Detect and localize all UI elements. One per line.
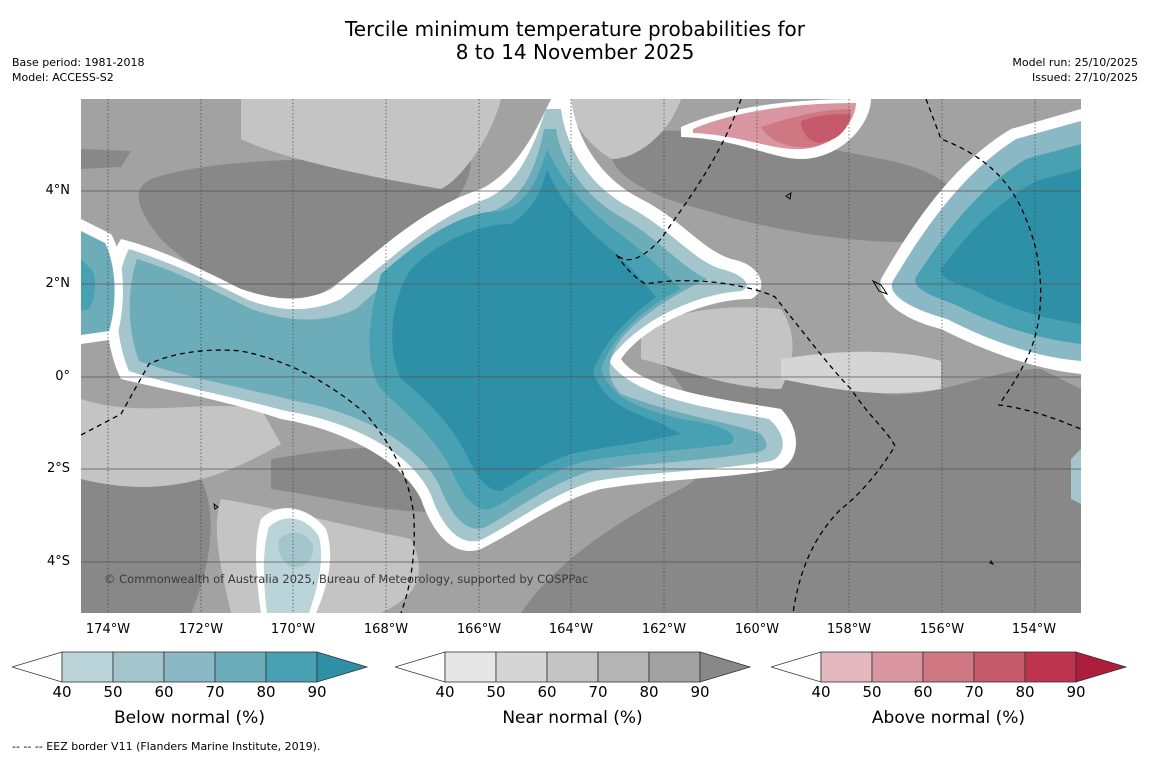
below-tick-90: 90 <box>307 683 327 701</box>
probability-map: © Commonwealth of Australia 2025, Bureau… <box>81 99 1081 613</box>
islands <box>213 192 995 565</box>
lon-label-158w: 158°W <box>826 622 872 637</box>
title-line-2: 8 to 14 November 2025 <box>455 40 695 64</box>
above-tick-70: 70 <box>964 683 984 701</box>
map-canvas: © Commonwealth of Australia 2025, Bureau… <box>81 99 1081 613</box>
eez-borders <box>81 99 1081 613</box>
below-tick-50: 50 <box>103 683 123 701</box>
colorbar-swatch <box>495 651 548 683</box>
colorbar-swatch <box>922 651 975 683</box>
lat-label-0: 0° <box>55 369 70 384</box>
above-normal-label: Above normal (%) <box>871 708 1026 728</box>
model-name: Model: ACCESS-S2 <box>12 71 114 84</box>
near-tick-40: 40 <box>435 683 455 701</box>
below-tick-80: 80 <box>256 683 276 701</box>
below-normal-central <box>106 99 796 551</box>
colorbar-over-triangle <box>1075 651 1128 683</box>
colorbar-near-swatches <box>393 651 752 683</box>
colorbar-above-swatches <box>769 651 1128 683</box>
lon-label-162w: 162°W <box>641 622 687 637</box>
graticule <box>107 99 1036 613</box>
colorbar-under-triangle <box>10 651 63 683</box>
colorbar-swatch <box>597 651 650 683</box>
chart-title: Tercile minimum temperature probabilitie… <box>0 18 1150 64</box>
meta-left: Base period: 1981-2018 Model: ACCESS-S2 <box>12 55 144 85</box>
colorbar-below-swatches <box>10 651 369 683</box>
colorbar-swatch <box>444 651 497 683</box>
above-normal-north <box>681 99 871 159</box>
below-normal-east-edge <box>1071 449 1081 504</box>
lon-label-160w: 160°W <box>734 622 780 637</box>
colorbar-swatch <box>973 651 1026 683</box>
below-normal-west-edge <box>81 219 123 344</box>
colorbar-swatch <box>1024 651 1077 683</box>
colorbar-under-triangle <box>769 651 822 683</box>
near-tick-80: 80 <box>639 683 659 701</box>
below-tick-70: 70 <box>205 683 225 701</box>
lon-label-156w: 156°W <box>919 622 965 637</box>
above-tick-50: 50 <box>862 683 882 701</box>
below-normal-label: Below normal (%) <box>114 708 265 728</box>
lon-label-168w: 168°W <box>363 622 409 637</box>
above-tick-90: 90 <box>1066 683 1086 701</box>
near-tick-90: 90 <box>690 683 710 701</box>
lon-label-172w: 172°W <box>178 622 224 637</box>
above-tick-60: 60 <box>913 683 933 701</box>
near-tick-60: 60 <box>537 683 557 701</box>
colorbar-swatch <box>163 651 216 683</box>
lon-label-154w: 154°W <box>1011 622 1057 637</box>
lon-label-170w: 170°W <box>270 622 316 637</box>
colorbar-under-triangle <box>393 651 446 683</box>
latitude-lines <box>81 190 1081 563</box>
below-tick-40: 40 <box>52 683 72 701</box>
colorbar-swatch <box>265 651 318 683</box>
below-tick-60: 60 <box>154 683 174 701</box>
near-tick-70: 70 <box>588 683 608 701</box>
colorbar-near-normal: 40 50 60 70 80 90 Near normal (%) <box>393 650 755 728</box>
base-period: Base period: 1981-2018 <box>12 56 145 69</box>
colorbar-over-triangle <box>316 651 369 683</box>
model-run: Model run: 25/10/2025 <box>1012 56 1138 69</box>
colorbar-swatch <box>546 651 599 683</box>
lon-label-166w: 166°W <box>456 622 502 637</box>
colorbar-swatch <box>820 651 873 683</box>
near-tick-50: 50 <box>486 683 506 701</box>
issued-date: Issued: 27/10/2025 <box>1031 71 1138 84</box>
above-tick-80: 80 <box>1015 683 1035 701</box>
below-normal-east <box>880 109 1081 374</box>
title-line-1: Tercile minimum temperature probabilitie… <box>344 17 806 41</box>
above-tick-40: 40 <box>811 683 831 701</box>
colorbar-above-normal: 40 50 60 70 80 90 Above normal (%) <box>769 650 1131 728</box>
copyright-notice: © Commonwealth of Australia 2025, Bureau… <box>104 572 588 586</box>
lon-label-174w: 174°W <box>85 622 131 637</box>
near-normal-label: Near normal (%) <box>502 708 643 728</box>
lat-label-2n: 2°N <box>45 276 71 291</box>
colorbar-swatch <box>61 651 114 683</box>
lat-label-2s: 2°S <box>46 461 70 476</box>
meta-right: Model run: 25/10/2025 Issued: 27/10/2025 <box>1012 55 1138 85</box>
colorbar-below-normal: 40 50 60 70 80 90 Below normal (%) <box>10 650 372 728</box>
colorbar-swatch <box>871 651 924 683</box>
colorbar-over-triangle <box>699 651 752 683</box>
below-normal-southwest <box>256 508 331 613</box>
colorbar-swatch <box>112 651 165 683</box>
colorbar-swatch <box>214 651 267 683</box>
lat-label-4n: 4°N <box>45 183 71 198</box>
lon-label-164w: 164°W <box>548 622 594 637</box>
eez-footnote: -- -- -- EEZ border V11 (Flanders Marine… <box>12 740 321 753</box>
colorbar-swatch <box>648 651 701 683</box>
lat-label-4s: 4°S <box>46 554 70 569</box>
